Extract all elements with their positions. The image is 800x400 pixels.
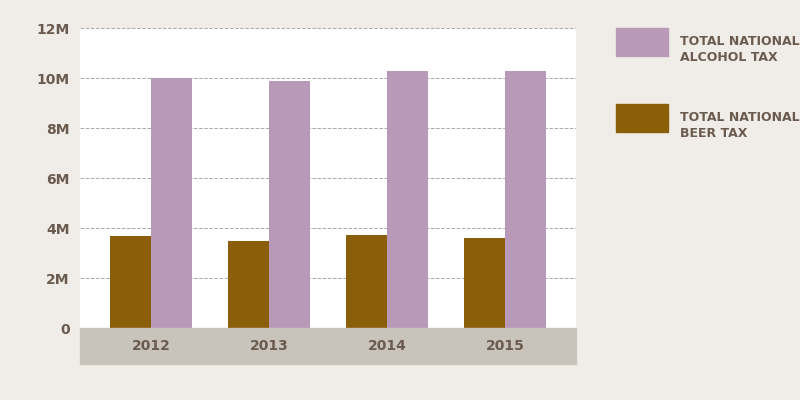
- Bar: [269, 80, 310, 328]
- Bar: [151, 78, 192, 328]
- Text: 2013: 2013: [250, 339, 288, 353]
- Text: TOTAL NATIONAL
BEER TAX: TOTAL NATIONAL BEER TAX: [680, 111, 800, 140]
- Text: 2012: 2012: [131, 339, 170, 353]
- Text: 2015: 2015: [486, 339, 525, 353]
- Bar: [228, 240, 269, 328]
- Bar: [387, 70, 428, 328]
- Bar: [464, 238, 505, 328]
- Bar: [346, 235, 387, 328]
- Text: TOTAL NATIONAL
ALCOHOL TAX: TOTAL NATIONAL ALCOHOL TAX: [680, 35, 800, 64]
- Text: 2014: 2014: [368, 339, 406, 353]
- Bar: [505, 70, 546, 328]
- Bar: [110, 236, 151, 328]
